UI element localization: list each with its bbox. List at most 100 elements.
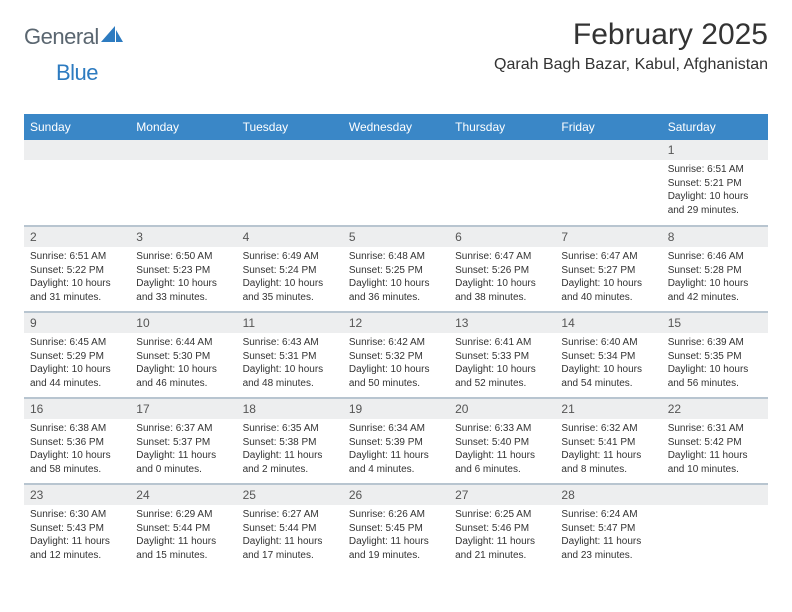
calendar-day-cell: 5Sunrise: 6:48 AMSunset: 5:25 PMDaylight… — [343, 226, 449, 312]
day-number: 21 — [555, 399, 661, 419]
sunrise-text: Sunrise: 6:44 AM — [136, 336, 230, 350]
daylight-text: Daylight: 10 hours and 48 minutes. — [243, 363, 337, 390]
sunset-text: Sunset: 5:33 PM — [455, 350, 549, 364]
daylight-text: Daylight: 11 hours and 23 minutes. — [561, 535, 655, 562]
sunrise-text: Sunrise: 6:29 AM — [136, 508, 230, 522]
day-body: Sunrise: 6:33 AMSunset: 5:40 PMDaylight:… — [449, 419, 555, 479]
location: Qarah Bagh Bazar, Kabul, Afghanistan — [494, 56, 768, 74]
sunset-text: Sunset: 5:29 PM — [30, 350, 124, 364]
sunrise-text: Sunrise: 6:24 AM — [561, 508, 655, 522]
logo-text-blue: Blue — [56, 60, 98, 85]
day-body: Sunrise: 6:37 AMSunset: 5:37 PMDaylight:… — [130, 419, 236, 479]
logo-sail-icon — [101, 26, 123, 49]
day-number: 19 — [343, 399, 449, 419]
sunset-text: Sunset: 5:44 PM — [136, 522, 230, 536]
sunset-text: Sunset: 5:23 PM — [136, 264, 230, 278]
sunset-text: Sunset: 5:47 PM — [561, 522, 655, 536]
calendar-day-cell: 17Sunrise: 6:37 AMSunset: 5:37 PMDayligh… — [130, 398, 236, 484]
header: General February 2025 Qarah Bagh Bazar, … — [24, 18, 768, 74]
day-number: 14 — [555, 313, 661, 333]
day-number: 26 — [343, 485, 449, 505]
day-body: Sunrise: 6:25 AMSunset: 5:46 PMDaylight:… — [449, 505, 555, 565]
daylight-text: Daylight: 11 hours and 8 minutes. — [561, 449, 655, 476]
day-number: 22 — [662, 399, 768, 419]
calendar-day-cell: 8Sunrise: 6:46 AMSunset: 5:28 PMDaylight… — [662, 226, 768, 312]
sunrise-text: Sunrise: 6:34 AM — [349, 422, 443, 436]
day-body: Sunrise: 6:40 AMSunset: 5:34 PMDaylight:… — [555, 333, 661, 393]
daylight-text: Daylight: 10 hours and 35 minutes. — [243, 277, 337, 304]
sunset-text: Sunset: 5:28 PM — [668, 264, 762, 278]
daylight-text: Daylight: 11 hours and 4 minutes. — [349, 449, 443, 476]
day-header: Monday — [130, 114, 236, 140]
daylight-text: Daylight: 10 hours and 42 minutes. — [668, 277, 762, 304]
calendar-day-cell: 18Sunrise: 6:35 AMSunset: 5:38 PMDayligh… — [237, 398, 343, 484]
sunset-text: Sunset: 5:39 PM — [349, 436, 443, 450]
daylight-text: Daylight: 10 hours and 33 minutes. — [136, 277, 230, 304]
day-number: 18 — [237, 399, 343, 419]
calendar-day-cell: 1Sunrise: 6:51 AMSunset: 5:21 PMDaylight… — [662, 140, 768, 226]
calendar-day-cell — [130, 140, 236, 226]
day-number-empty — [662, 485, 768, 505]
day-body: Sunrise: 6:39 AMSunset: 5:35 PMDaylight:… — [662, 333, 768, 393]
day-body: Sunrise: 6:30 AMSunset: 5:43 PMDaylight:… — [24, 505, 130, 565]
sunrise-text: Sunrise: 6:39 AM — [668, 336, 762, 350]
day-header: Saturday — [662, 114, 768, 140]
sunrise-text: Sunrise: 6:48 AM — [349, 250, 443, 264]
month-title: February 2025 — [494, 18, 768, 52]
day-number-empty — [237, 140, 343, 160]
calendar-day-cell: 4Sunrise: 6:49 AMSunset: 5:24 PMDaylight… — [237, 226, 343, 312]
calendar-day-cell — [237, 140, 343, 226]
calendar-day-cell: 15Sunrise: 6:39 AMSunset: 5:35 PMDayligh… — [662, 312, 768, 398]
calendar-table: SundayMondayTuesdayWednesdayThursdayFrid… — [24, 114, 768, 570]
calendar-day-cell: 28Sunrise: 6:24 AMSunset: 5:47 PMDayligh… — [555, 484, 661, 570]
sunrise-text: Sunrise: 6:49 AM — [243, 250, 337, 264]
sunrise-text: Sunrise: 6:38 AM — [30, 422, 124, 436]
day-number: 12 — [343, 313, 449, 333]
daylight-text: Daylight: 10 hours and 50 minutes. — [349, 363, 443, 390]
sunrise-text: Sunrise: 6:47 AM — [455, 250, 549, 264]
calendar-day-cell: 27Sunrise: 6:25 AMSunset: 5:46 PMDayligh… — [449, 484, 555, 570]
sunrise-text: Sunrise: 6:50 AM — [136, 250, 230, 264]
day-number: 17 — [130, 399, 236, 419]
daylight-text: Daylight: 11 hours and 6 minutes. — [455, 449, 549, 476]
calendar-day-cell: 22Sunrise: 6:31 AMSunset: 5:42 PMDayligh… — [662, 398, 768, 484]
day-number: 20 — [449, 399, 555, 419]
day-number: 6 — [449, 227, 555, 247]
day-body: Sunrise: 6:35 AMSunset: 5:38 PMDaylight:… — [237, 419, 343, 479]
logo: General — [24, 24, 123, 50]
day-number: 13 — [449, 313, 555, 333]
day-body: Sunrise: 6:47 AMSunset: 5:26 PMDaylight:… — [449, 247, 555, 307]
sunrise-text: Sunrise: 6:32 AM — [561, 422, 655, 436]
sunrise-text: Sunrise: 6:27 AM — [243, 508, 337, 522]
sunset-text: Sunset: 5:38 PM — [243, 436, 337, 450]
day-body: Sunrise: 6:41 AMSunset: 5:33 PMDaylight:… — [449, 333, 555, 393]
day-number: 9 — [24, 313, 130, 333]
day-header: Wednesday — [343, 114, 449, 140]
sunset-text: Sunset: 5:31 PM — [243, 350, 337, 364]
sunrise-text: Sunrise: 6:47 AM — [561, 250, 655, 264]
sunrise-text: Sunrise: 6:51 AM — [668, 163, 762, 177]
calendar-week-row: 9Sunrise: 6:45 AMSunset: 5:29 PMDaylight… — [24, 312, 768, 398]
day-body: Sunrise: 6:43 AMSunset: 5:31 PMDaylight:… — [237, 333, 343, 393]
day-number: 1 — [662, 140, 768, 160]
calendar-day-cell: 7Sunrise: 6:47 AMSunset: 5:27 PMDaylight… — [555, 226, 661, 312]
sunset-text: Sunset: 5:45 PM — [349, 522, 443, 536]
calendar-header-row: SundayMondayTuesdayWednesdayThursdayFrid… — [24, 114, 768, 140]
calendar-day-cell: 19 Sunrise: 6:34 AMSunset: 5:39 PMDayligh… — [343, 398, 449, 484]
sunset-text: Sunset: 5:26 PM — [455, 264, 549, 278]
calendar-day-cell: 25Sunrise: 6:27 AMSunset: 5:44 PMDayligh… — [237, 484, 343, 570]
calendar-week-row: 1Sunrise: 6:51 AMSunset: 5:21 PMDaylight… — [24, 140, 768, 226]
day-header: Sunday — [24, 114, 130, 140]
day-number-empty — [555, 140, 661, 160]
calendar-day-cell: 13Sunrise: 6:41 AMSunset: 5:33 PMDayligh… — [449, 312, 555, 398]
calendar-day-cell: 11Sunrise: 6:43 AMSunset: 5:31 PMDayligh… — [237, 312, 343, 398]
sunset-text: Sunset: 5:21 PM — [668, 177, 762, 191]
sunrise-text: Sunrise: 6:42 AM — [349, 336, 443, 350]
calendar-day-cell — [449, 140, 555, 226]
calendar-day-cell: 2Sunrise: 6:51 AMSunset: 5:22 PMDaylight… — [24, 226, 130, 312]
sunrise-text: Sunrise: 6:51 AM — [30, 250, 124, 264]
calendar-day-cell: 24Sunrise: 6:29 AMSunset: 5:44 PMDayligh… — [130, 484, 236, 570]
daylight-text: Daylight: 11 hours and 15 minutes. — [136, 535, 230, 562]
calendar-day-cell: 3Sunrise: 6:50 AMSunset: 5:23 PMDaylight… — [130, 226, 236, 312]
daylight-text: Daylight: 10 hours and 36 minutes. — [349, 277, 443, 304]
